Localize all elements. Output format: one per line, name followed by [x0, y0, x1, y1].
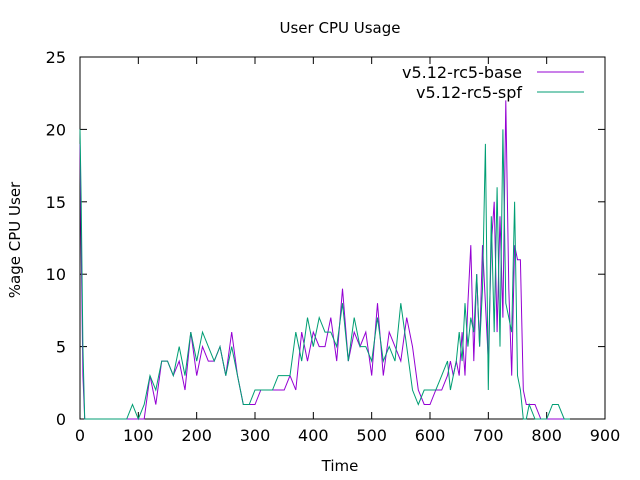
legend-label: v5.12-rc5-spf [416, 83, 522, 102]
x-tick-label: 0 [75, 426, 85, 445]
axis-ticks: 0 100 200 300 400 500 600 700 800 900 0 5 10 15 20 25 [46, 48, 621, 445]
x-tick-label: 100 [123, 426, 154, 445]
y-axis-label: %age CPU User [6, 181, 24, 298]
plot-frame [79, 56, 606, 420]
y-tick-label: 20 [46, 120, 66, 139]
y-tick-label: 15 [46, 193, 66, 212]
series-lines [79, 100, 570, 421]
x-tick-label: 800 [531, 426, 562, 445]
x-tick-label: 400 [298, 426, 329, 445]
x-tick-label: 500 [356, 426, 387, 445]
x-tick-label: 300 [240, 426, 271, 445]
x-tick-label: 200 [181, 426, 212, 445]
x-tick-label: 700 [473, 426, 504, 445]
legend-label: v5.12-rc5-base [402, 63, 522, 82]
series-line-1 [79, 100, 570, 420]
y-tick-label: 25 [46, 48, 66, 67]
y-tick-label: 5 [56, 338, 66, 357]
series-line-2 [79, 129, 570, 421]
chart-title: User CPU Usage [280, 19, 401, 37]
x-tick-label: 900 [590, 426, 621, 445]
y-tick-label: 10 [46, 265, 66, 284]
x-axis-label: Time [321, 457, 359, 475]
y-tick-label: 0 [56, 410, 66, 429]
x-tick-label: 600 [415, 426, 446, 445]
